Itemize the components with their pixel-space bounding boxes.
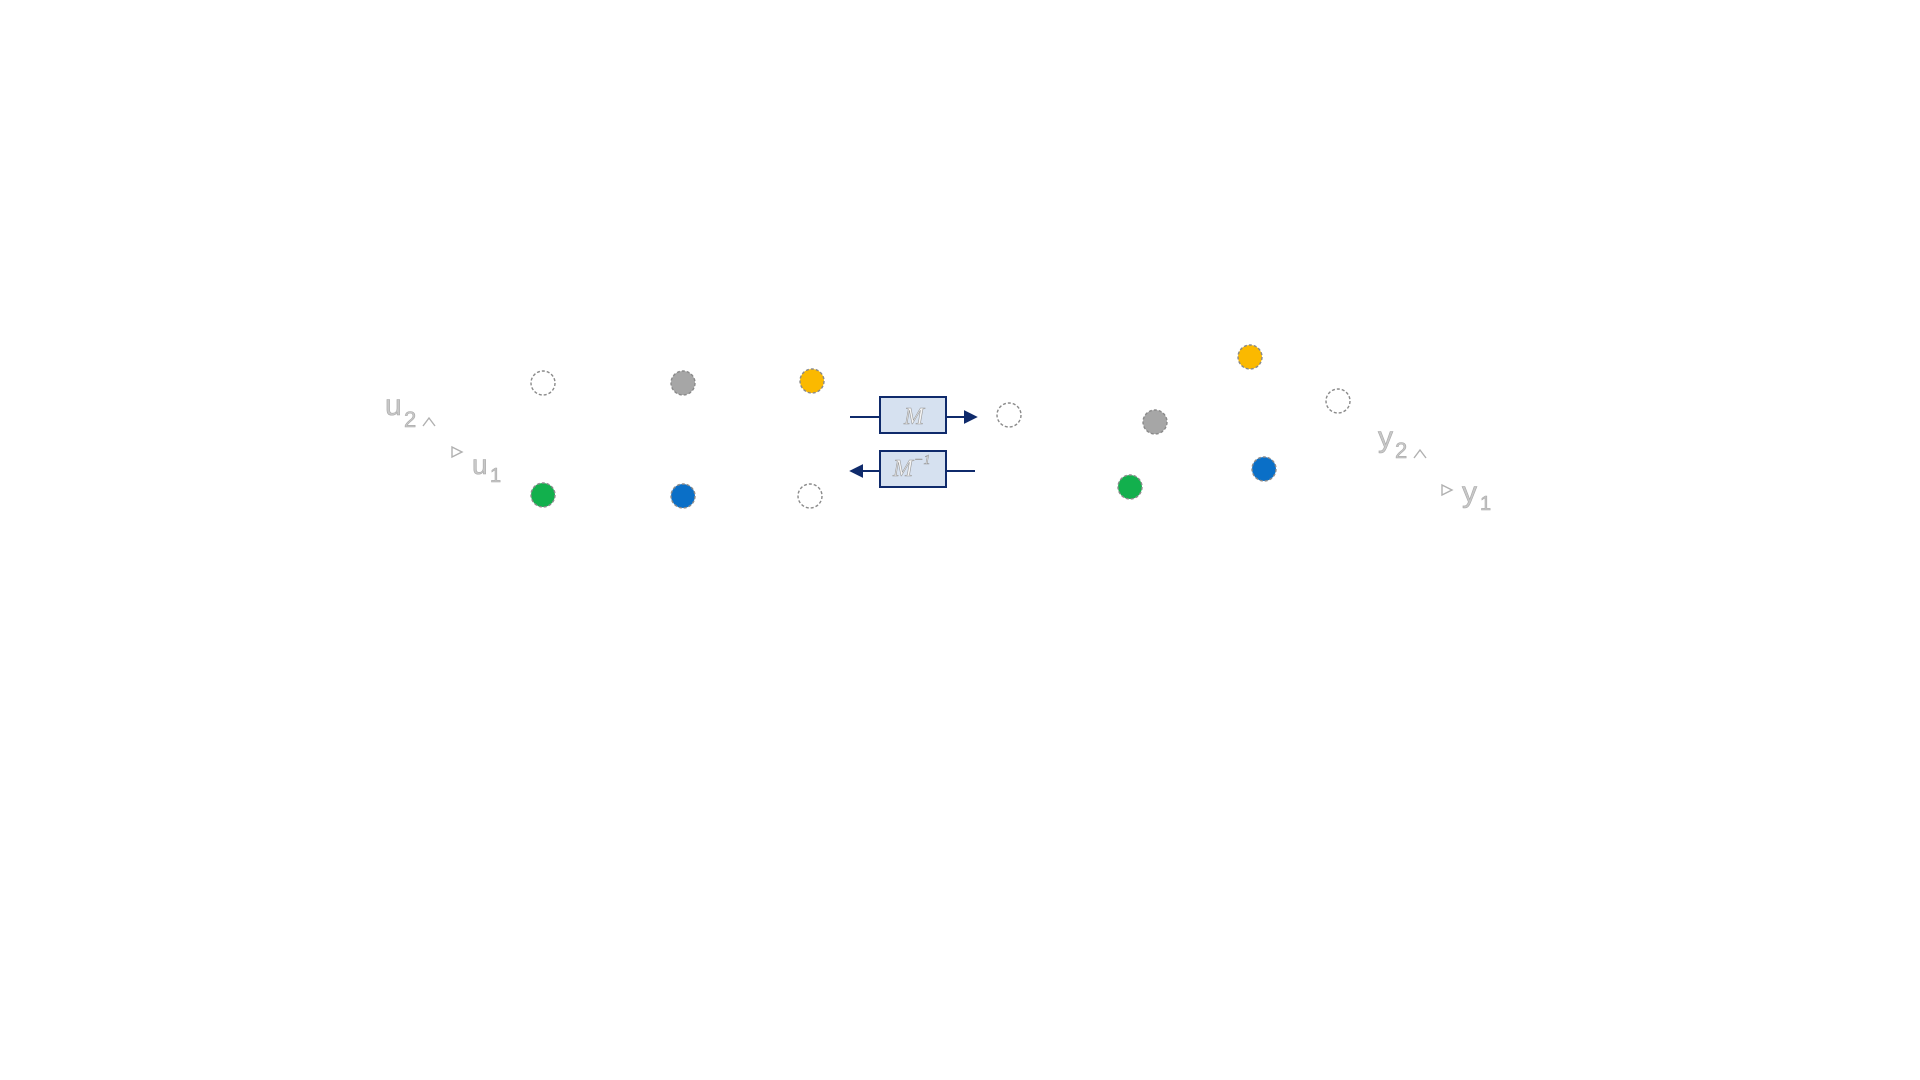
u1-axis-label: u — [472, 449, 488, 480]
operators: M M −1 — [849, 396, 978, 488]
u-point-green-4 — [530, 482, 556, 508]
y-point-gold-3 — [1237, 344, 1263, 370]
u2-arrow-icon — [422, 416, 436, 427]
y-point-blue-6 — [1251, 456, 1277, 482]
inverse-operator-box — [879, 450, 947, 488]
y2-arrow-icon — [1413, 448, 1427, 459]
y2-axis-subscript: 2 — [1395, 438, 1407, 463]
u2-axis-subscript: 2 — [404, 407, 416, 432]
y1-axis-label: y — [1462, 476, 1477, 509]
y1-arrow-icon — [1441, 483, 1454, 497]
u-point-blue-5 — [670, 483, 696, 509]
forward-operator: M — [850, 396, 978, 434]
y1-axis-subscript: 1 — [1480, 493, 1491, 515]
right-axes-label: y 2 y 1 — [1378, 421, 1492, 516]
right-points — [996, 344, 1351, 500]
u-point-white-6 — [797, 483, 823, 509]
left-axes-label: u 2 u 1 — [385, 389, 502, 488]
inverse-operator-superscript: −1 — [914, 453, 930, 468]
u-point-gray-2 — [670, 370, 696, 396]
y-point-green-5 — [1117, 474, 1143, 500]
forward-operator-label: M — [903, 404, 926, 430]
left-panel: u 2 u 1 — [385, 368, 825, 509]
y-point-white-4 — [1325, 388, 1351, 414]
u-point-gold-3 — [799, 368, 825, 394]
u1-axis-subscript: 1 — [490, 465, 501, 487]
u2-axis-label: u — [385, 389, 402, 422]
u1-arrow-icon — [451, 445, 464, 459]
y-point-gray-2 — [1142, 409, 1168, 435]
right-panel: y 2 y 1 — [996, 344, 1492, 516]
inverse-operator-label: M — [892, 456, 915, 482]
y2-axis-label: y — [1378, 421, 1393, 454]
inverse-operator: M −1 — [849, 450, 975, 488]
u-point-white-1 — [530, 370, 556, 396]
left-points — [530, 368, 825, 509]
y-point-white-1 — [996, 402, 1022, 428]
forward-operator-box — [879, 396, 947, 434]
